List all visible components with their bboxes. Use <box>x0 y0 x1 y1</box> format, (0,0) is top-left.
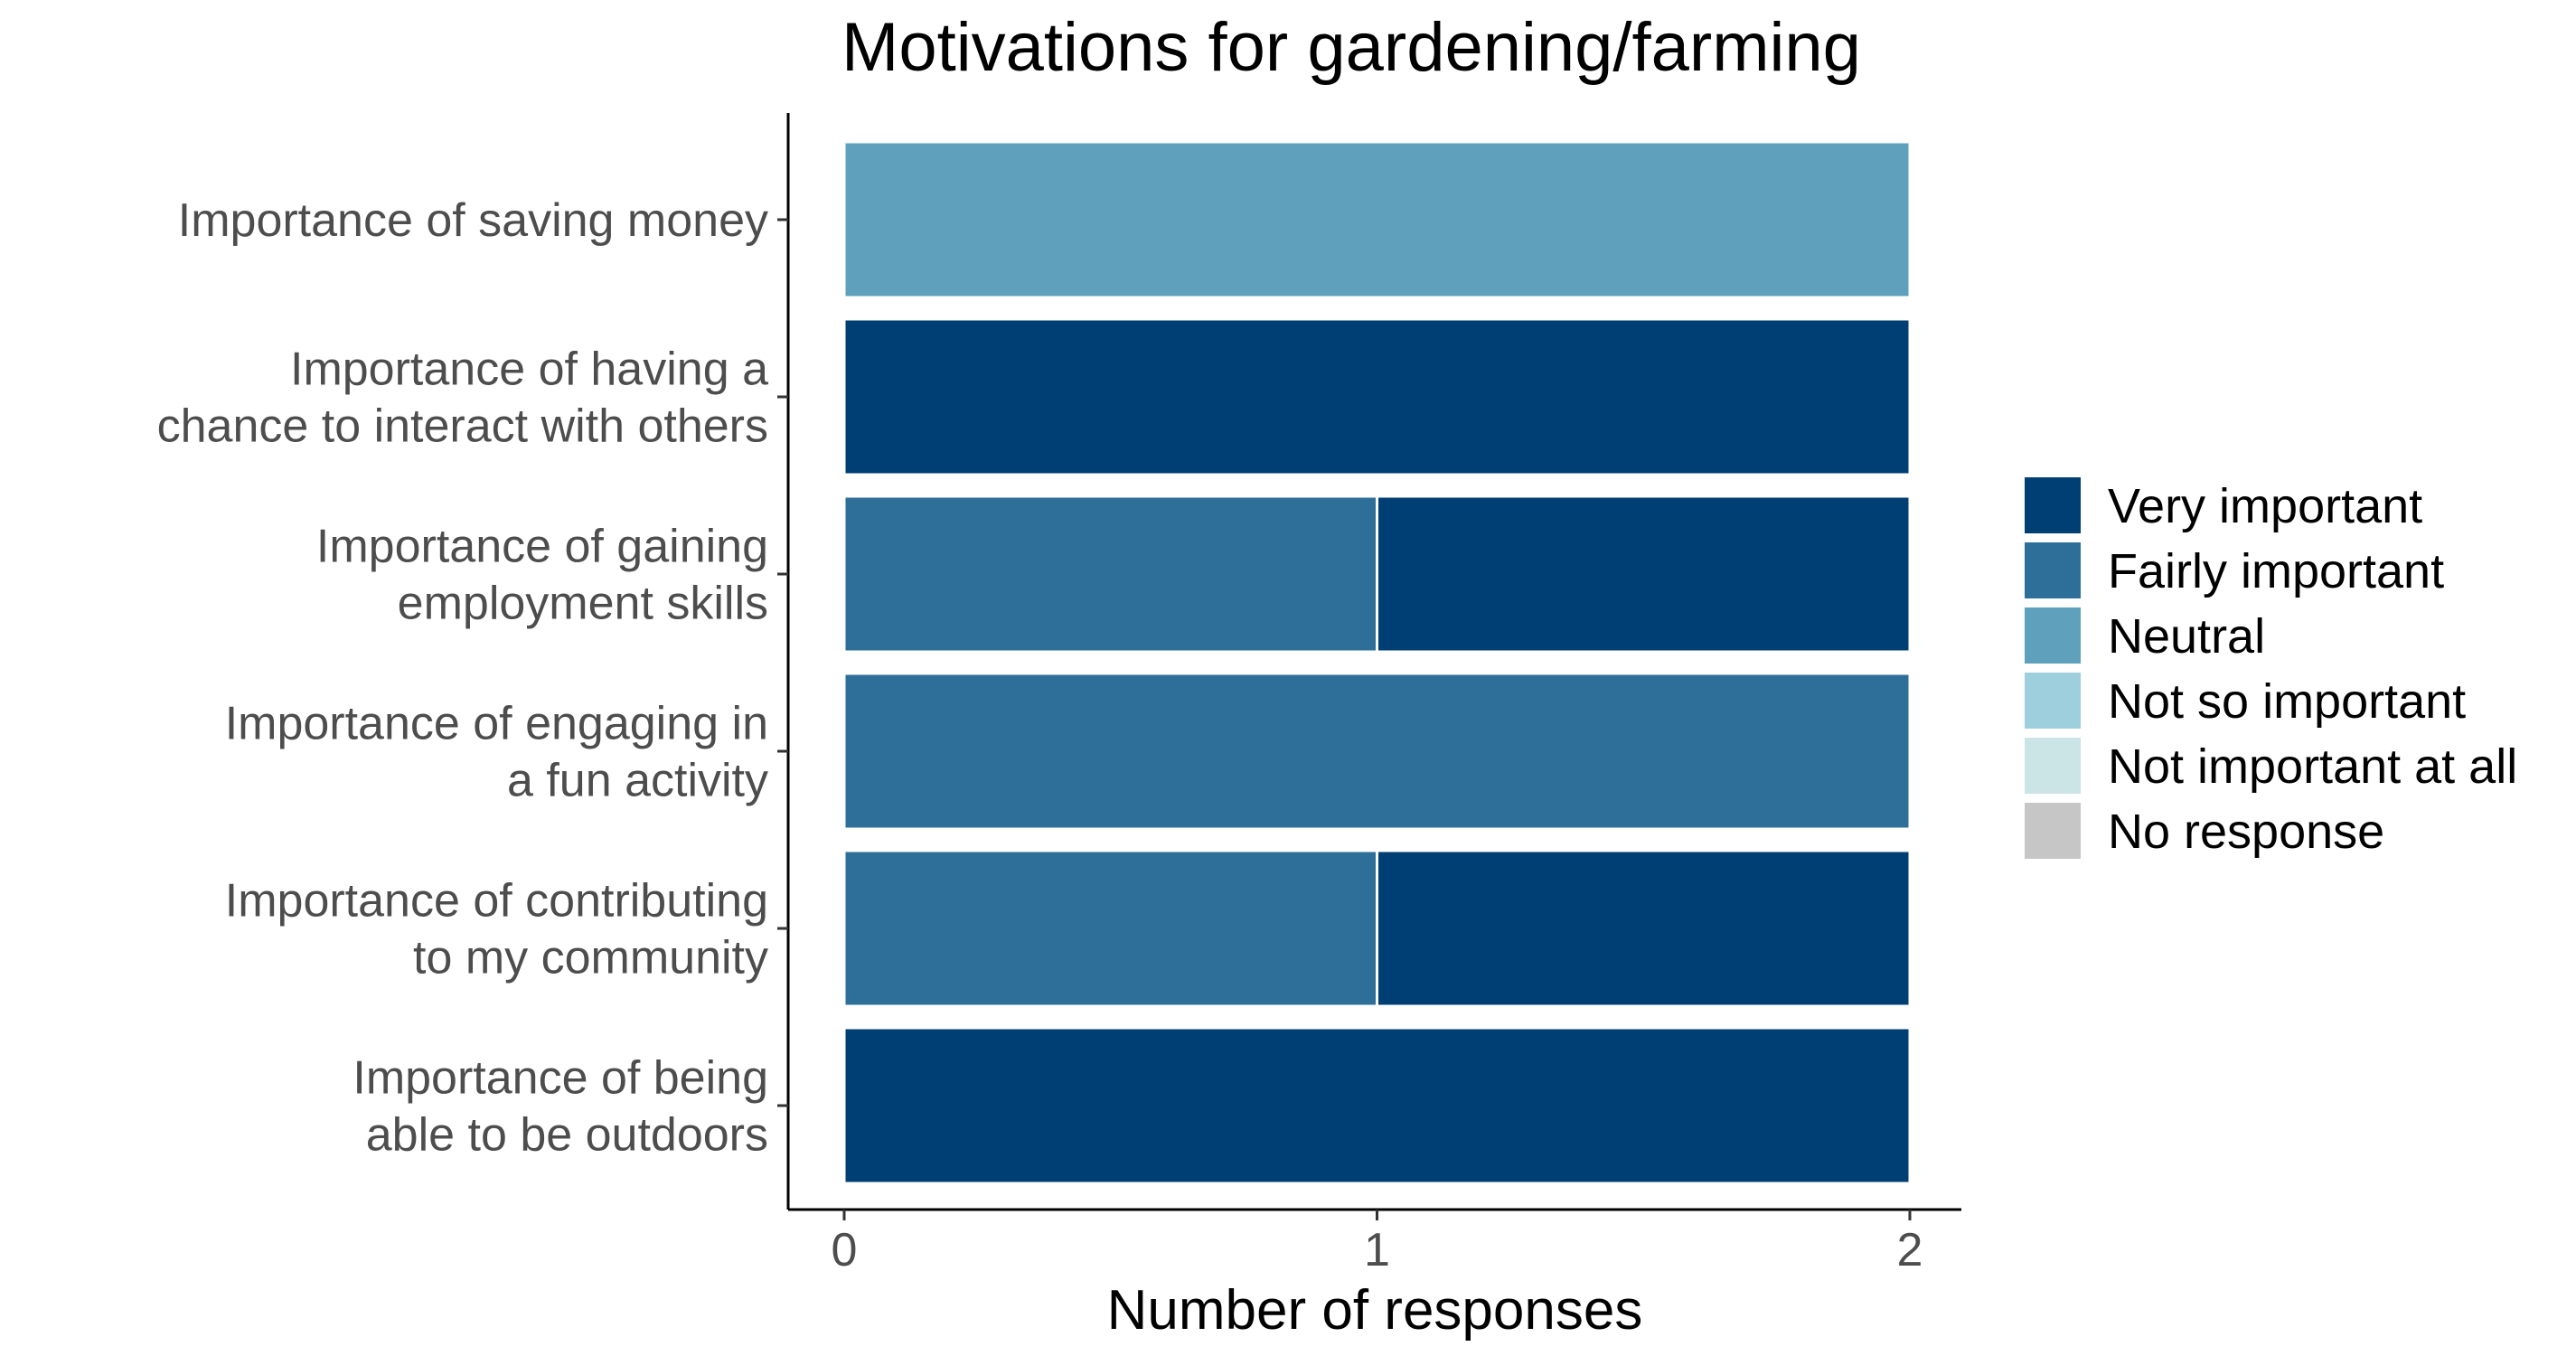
bar-2-s0 <box>1376 494 1912 654</box>
legend-swatch <box>2025 738 2081 794</box>
category-label: Importance of saving money <box>178 194 768 247</box>
x-tick-label: 1 <box>1364 1224 1390 1276</box>
bar-3-s1 <box>842 672 1912 831</box>
legend-label: Fairly important <box>2108 544 2444 598</box>
legend-label: Neutral <box>2108 609 2265 664</box>
legend-swatch <box>2025 607 2081 664</box>
category-label: Importance of being <box>353 1052 768 1105</box>
legend-swatch <box>2025 673 2081 729</box>
bar-0-s2 <box>842 140 1912 299</box>
category-label: Importance of having a <box>290 344 768 396</box>
legend-label: Very important <box>2108 479 2422 533</box>
bar-4-s1 <box>842 849 1378 1008</box>
bar-2-s1 <box>842 494 1378 654</box>
bar-1-s0 <box>842 317 1912 476</box>
chart-title: Motivations for gardening/farming <box>841 9 1861 86</box>
x-axis-ticks: 0 1 2 <box>832 1224 1923 1276</box>
legend: Very important Fairly important Neutral Not… <box>2025 477 2517 859</box>
bars <box>842 140 1912 1185</box>
x-axis-title: Number of responses <box>1107 1279 1643 1342</box>
bar-5-s0 <box>842 1026 1912 1185</box>
category-label: able to be outdoors <box>366 1109 768 1162</box>
legend-swatch <box>2025 477 2081 533</box>
x-tick-label: 2 <box>1897 1224 1923 1276</box>
category-labels: Importance of saving money Importance of … <box>157 194 768 1162</box>
category-label: employment skills <box>398 578 768 630</box>
legend-label: Not so important <box>2108 674 2466 729</box>
category-label: Importance of engaging in <box>225 698 768 750</box>
legend-label: Not important at all <box>2108 739 2517 794</box>
legend-swatch <box>2025 542 2081 598</box>
legend-label: No response <box>2108 805 2384 859</box>
category-label: Importance of gaining <box>316 521 768 573</box>
category-label: Importance of contributing <box>225 875 768 928</box>
axes <box>777 113 1961 1220</box>
x-tick-label: 0 <box>832 1224 858 1276</box>
category-label: chance to interact with others <box>157 400 768 453</box>
legend-swatch <box>2025 803 2081 859</box>
bar-4-s0 <box>1376 849 1912 1008</box>
category-label: a fun activity <box>507 755 768 807</box>
category-label: to my community <box>413 932 768 984</box>
